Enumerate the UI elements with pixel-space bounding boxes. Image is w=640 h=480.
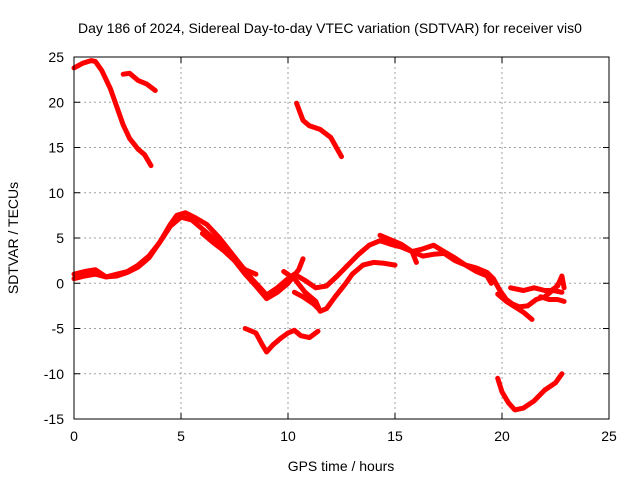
series-arc-1 [71,58,154,169]
y-tick-label: 10 [48,185,64,201]
series-arc-9 [377,232,419,265]
series-arc-13 [495,291,535,322]
y-tick-label: -10 [44,366,64,382]
grid [74,57,609,419]
series-arc-10 [409,242,494,286]
y-tick-label: -5 [52,321,65,337]
y-tick-label: -15 [44,411,64,427]
x-tick-label: 15 [387,428,403,444]
y-tick-label: 20 [48,94,64,110]
series-arc-12 [495,371,565,413]
axis-ticks: 0 5 10 15 20 25 -15 -10 -5 0 5 10 15 20 25 [44,49,617,444]
series-arc-16 [548,273,567,293]
series-arc-8 [291,289,323,313]
series-arc-6 [199,231,259,277]
series-arc-11 [242,326,321,355]
series-arc-7 [281,259,398,314]
series-arc-2 [120,70,158,93]
x-tick-label: 5 [177,428,185,444]
series-arc-5 [71,214,306,302]
y-tick-label: 15 [48,140,64,156]
series-arc-15 [538,294,567,304]
data-series-group [71,58,567,413]
series-arc-3 [294,100,344,160]
x-tick-label: 20 [494,428,510,444]
x-tick-label: 0 [70,428,78,444]
y-tick-label: 25 [48,49,64,65]
y-tick-label: 0 [56,275,64,291]
x-tick-label: 25 [601,428,617,444]
x-axis-label: GPS time / hours [288,458,395,474]
chart-title: Day 186 of 2024, Sidereal Day-to-day VTE… [78,20,582,36]
y-tick-label: 5 [56,230,64,246]
x-tick-label: 10 [280,428,296,444]
y-axis-label: SDTVAR / TECUs [5,182,21,294]
